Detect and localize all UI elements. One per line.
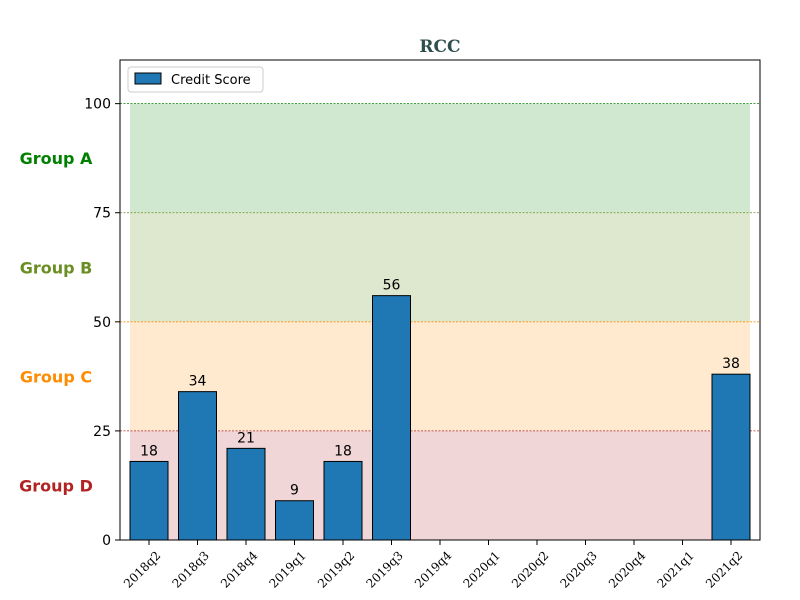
x-tick-label: 2018q2 bbox=[121, 548, 163, 590]
legend-box bbox=[127, 66, 264, 93]
x-tick-label: 2021q2 bbox=[703, 548, 745, 590]
bar bbox=[711, 373, 751, 541]
chart-title: RCC bbox=[419, 37, 460, 57]
band-group-d bbox=[130, 430, 750, 540]
x-tick-label: 2020q3 bbox=[558, 548, 600, 590]
bar bbox=[372, 295, 411, 541]
x-tick-label: 2021q1 bbox=[655, 548, 697, 590]
data-label: 34 bbox=[189, 374, 207, 390]
legend-label: Credit Score bbox=[171, 73, 251, 88]
group-label: Group A bbox=[20, 149, 93, 168]
y-tick-label: 100 bbox=[84, 97, 111, 113]
x-axis: 2018q2 2018q3 2018q4 2019q1 2019q2 2019q3 2019… bbox=[121, 540, 745, 591]
x-tick-label: 2020q1 bbox=[461, 548, 503, 590]
x-tick-label: 2019q4 bbox=[412, 548, 455, 591]
x-tick-label: 2019q1 bbox=[267, 548, 309, 590]
band-group-b bbox=[130, 212, 750, 322]
y-tick-label: 50 bbox=[93, 315, 111, 331]
group-labels: Group A Group B Group C Group D bbox=[19, 149, 93, 495]
data-label: 9 bbox=[290, 483, 299, 499]
data-labels: 18 34 21 9 18 56 38 bbox=[140, 278, 740, 499]
y-tick-label: 75 bbox=[93, 206, 111, 222]
group-label: Group B bbox=[20, 258, 93, 277]
band-group-a bbox=[130, 103, 750, 213]
group-label: Group D bbox=[19, 476, 93, 495]
y-axis: 0 25 50 75 100 bbox=[84, 97, 120, 549]
y-tick-label: 0 bbox=[102, 533, 111, 549]
bar bbox=[129, 460, 169, 541]
x-tick-label: 2019q2 bbox=[315, 548, 357, 590]
data-label: 18 bbox=[140, 443, 158, 459]
y-tick-label: 25 bbox=[93, 424, 111, 440]
band-group-c bbox=[130, 321, 750, 431]
x-tick-label: 2018q4 bbox=[218, 548, 261, 591]
data-label: 21 bbox=[237, 430, 255, 446]
bars bbox=[129, 295, 751, 541]
bar bbox=[275, 500, 314, 541]
x-tick-label: 2019q3 bbox=[364, 548, 406, 590]
data-label: 56 bbox=[383, 278, 401, 294]
data-label: 38 bbox=[722, 356, 740, 372]
x-tick-label: 2018q3 bbox=[170, 548, 212, 590]
bar bbox=[323, 460, 363, 541]
legend: Credit Score bbox=[127, 66, 264, 93]
data-label: 18 bbox=[334, 443, 352, 459]
x-tick-label: 2020q4 bbox=[606, 548, 649, 591]
bar bbox=[178, 391, 217, 541]
legend-swatch bbox=[134, 72, 162, 85]
x-tick-label: 2020q2 bbox=[509, 548, 551, 590]
group-label: Group C bbox=[20, 367, 92, 386]
bar bbox=[226, 447, 266, 541]
